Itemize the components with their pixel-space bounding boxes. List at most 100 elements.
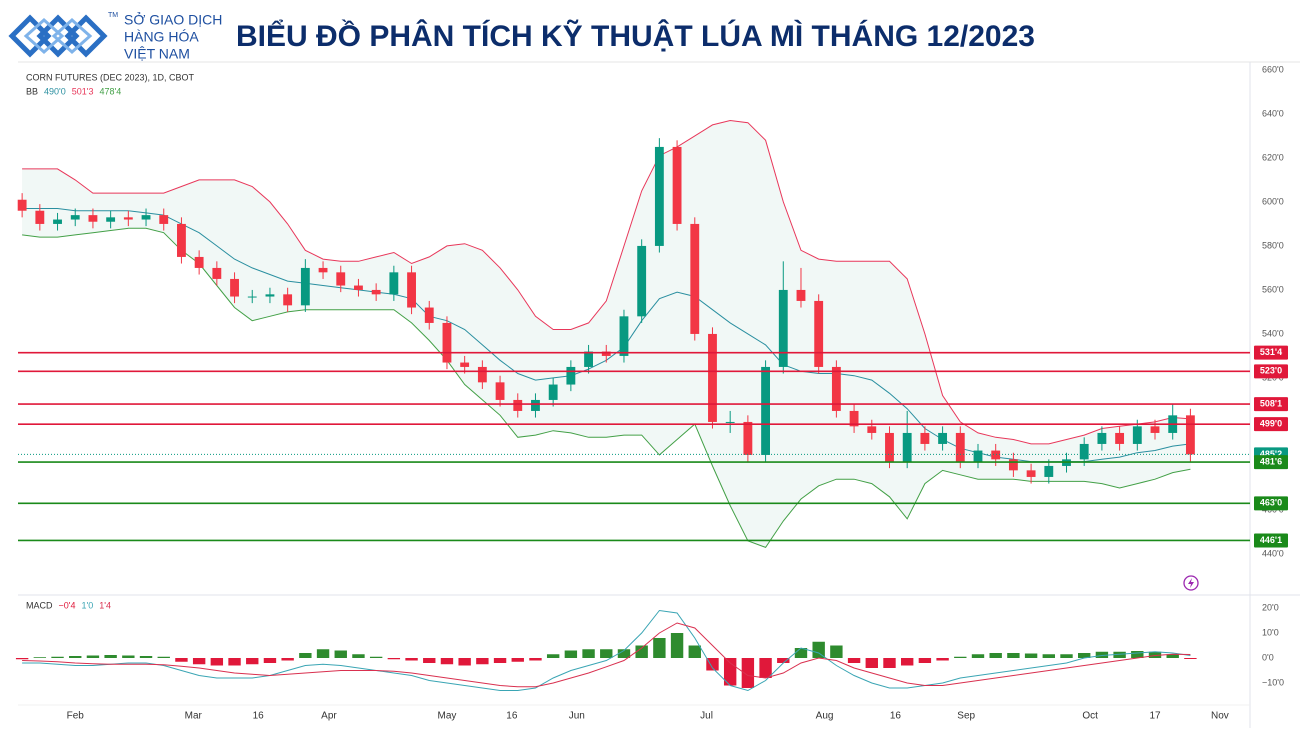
candle-body — [265, 294, 275, 297]
histogram-bar — [175, 658, 188, 662]
indicator-line — [22, 622, 1191, 688]
logo: SỞ GIAO DỊCH HÀNG HÓA VIỆT NAM TM — [8, 11, 222, 62]
histogram-bar — [139, 656, 153, 658]
candle-body — [885, 432, 894, 462]
histogram-bar — [546, 654, 560, 658]
macd-pane: 20'0 10'0 0'0 −10'0 Feb Mar 16 Apr May 16 Jun Jul Au… — [15, 600, 1284, 722]
histogram-bar — [794, 648, 808, 658]
last-price-label: 485'2 — [1260, 449, 1282, 459]
candle-body — [88, 215, 98, 222]
histogram-bar — [971, 654, 985, 658]
histogram-bar — [900, 658, 914, 666]
candle-body — [601, 351, 611, 356]
alert-icon[interactable] — [1183, 575, 1199, 591]
candle-body — [1150, 426, 1160, 433]
level-box — [1254, 345, 1288, 360]
histogram-bar — [458, 658, 471, 666]
histogram-bar — [316, 649, 330, 658]
candle-body — [318, 267, 328, 273]
x-tick-label: 16 — [253, 711, 265, 722]
candle-body — [991, 450, 1001, 460]
histogram-bar — [511, 658, 524, 662]
candle-body — [637, 245, 647, 317]
y-tick-label: 540'0 — [1262, 328, 1284, 338]
level-label: 523'0 — [1260, 366, 1282, 376]
y-tick-label: 20'0 — [1262, 602, 1279, 612]
logo-text: VIỆT NAM — [124, 46, 190, 62]
histogram-bar — [635, 645, 648, 658]
level-label: 446'1 — [1260, 535, 1282, 545]
candle-body — [354, 285, 363, 290]
histogram-bar — [263, 658, 277, 663]
histogram-bar — [1131, 651, 1144, 658]
histogram-bar — [493, 658, 507, 663]
legend-value: 478'4 — [100, 86, 122, 96]
histogram-bar — [847, 658, 861, 663]
legend-value: 1'4 — [99, 600, 111, 610]
histogram-bar — [918, 658, 932, 663]
x-tick-label: Mar — [185, 711, 203, 722]
candle-body — [17, 199, 27, 211]
candle-body — [1132, 426, 1142, 444]
histogram-bar — [1166, 654, 1179, 658]
candle-body — [336, 272, 346, 286]
logo-shape — [36, 14, 80, 58]
page-title: BIỂU ĐỒ PHÂN TÍCH KỸ THUẬT LÚA MÌ THÁNG … — [236, 19, 1035, 53]
histogram-bar — [706, 658, 719, 671]
y-tick-label: 560'0 — [1262, 284, 1284, 294]
candle-body — [831, 366, 841, 411]
candle-body — [1044, 465, 1054, 477]
candle-body — [584, 351, 593, 367]
candle-body — [849, 410, 859, 427]
level-label: 481'6 — [1260, 456, 1282, 466]
candle-body — [814, 300, 824, 367]
candle-body — [690, 223, 700, 334]
candle-body — [1097, 432, 1107, 444]
histogram-bar — [246, 658, 259, 665]
histogram-bar — [1042, 654, 1055, 658]
histogram-bar — [423, 658, 436, 663]
histogram-bar — [122, 655, 135, 658]
logo-text: HÀNG HÓA — [124, 29, 199, 45]
candle-body — [725, 421, 735, 423]
x-tick-label: Jun — [569, 711, 585, 722]
histogram-bar — [1078, 653, 1091, 658]
histogram-bar — [600, 649, 613, 658]
x-tick-label: 16 — [506, 711, 518, 722]
candle-body — [194, 256, 204, 268]
logo-shape — [51, 17, 93, 55]
x-tick-label: Oct — [1082, 711, 1098, 722]
x-tick-label: Aug — [816, 711, 834, 722]
candle-body — [495, 382, 505, 400]
legend-name: MACD — [26, 600, 53, 610]
x-tick-label: Feb — [67, 711, 85, 722]
chart-title: CORN FUTURES (DEC 2023), 1D, CBOT — [26, 72, 195, 82]
legend-name: BB — [26, 86, 38, 96]
histogram-bar — [299, 653, 312, 658]
legend-value: 501'3 — [72, 86, 94, 96]
candle-body — [35, 210, 45, 224]
histogram-bar — [387, 658, 401, 660]
x-tick-label: Nov — [1211, 711, 1229, 722]
level-label: 463'0 — [1260, 498, 1282, 508]
candle-body — [460, 362, 470, 367]
y-tick-label: 660'0 — [1262, 64, 1284, 74]
level-label: 499'0 — [1260, 419, 1282, 429]
legend-value: 490'0 — [44, 86, 66, 96]
histogram-bar — [653, 638, 666, 658]
histogram-bar — [936, 658, 949, 661]
histogram-bar — [741, 658, 755, 688]
candle-body — [902, 432, 912, 462]
candle-body — [407, 272, 416, 308]
y-tick-label: 580'0 — [1262, 240, 1284, 250]
candle-body — [708, 333, 717, 422]
candle-body — [1079, 443, 1089, 460]
histogram-bar — [157, 656, 170, 658]
logo-shape — [8, 14, 52, 58]
candle-body — [442, 322, 452, 363]
histogram-bar — [369, 656, 383, 658]
candle-body — [283, 294, 293, 306]
candle-body — [867, 426, 877, 433]
candle-body — [743, 421, 753, 455]
histogram-bar — [210, 658, 224, 666]
